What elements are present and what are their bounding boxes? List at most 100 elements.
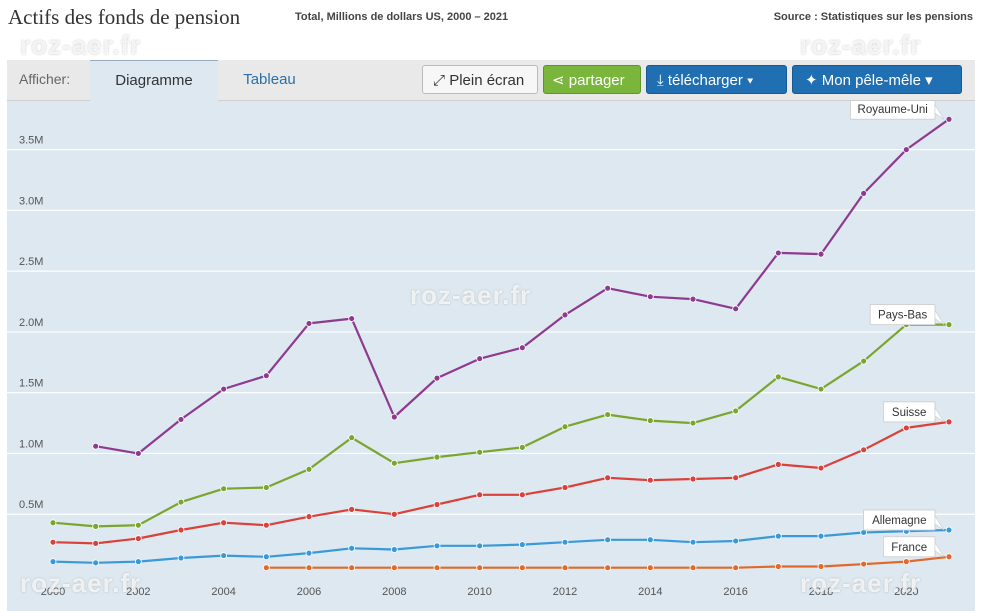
data-point [646,536,654,544]
data-point [518,541,526,549]
data-point [689,538,697,546]
share-icon: ⋖ [552,72,565,89]
data-point [817,385,825,393]
data-point [860,189,868,197]
data-point [604,474,612,482]
data-point [305,465,313,473]
page-title: Actifs des fonds de pension [8,5,241,29]
data-point [134,521,142,529]
data-point [860,560,868,568]
data-point [774,563,782,570]
label-pointer [934,406,945,423]
x-tick-label: 2004 [211,586,235,598]
data-point [646,417,654,425]
y-tick-label: 2.0M [19,317,43,329]
data-point [561,538,569,546]
data-point [604,564,612,572]
data-point [817,532,825,540]
data-point [390,564,398,572]
data-point [305,513,313,521]
series-label-royaume_uni: Royaume-Uni [850,98,945,120]
data-point [774,249,782,257]
x-tick-label: 2020 [894,586,918,598]
data-point [348,315,356,322]
data-point [433,501,441,508]
data-point [476,542,484,550]
y-tick-label: 1.5M [19,378,43,390]
watermark: roz-aer.fr [800,30,922,60]
data-point [774,373,782,381]
data-point [433,374,441,382]
share-button[interactable]: ⋖ partager [543,65,641,94]
data-point [177,498,185,506]
data-point [92,522,100,530]
data-point [518,564,526,572]
data-point [262,553,270,561]
data-point [390,546,398,553]
data-point [476,491,484,499]
x-tick-label: 2018 [809,586,833,598]
data-point [262,372,270,380]
label-pointer [934,104,945,120]
data-point [518,491,526,499]
data-point [220,485,228,493]
x-tick-label: 2012 [553,586,577,598]
data-point [433,542,441,550]
data-point [732,305,740,313]
series-line-suisse [52,420,950,545]
data-point [646,564,654,572]
data-point [433,453,441,461]
label-pointer [934,515,945,531]
series-name: Suisse [892,407,927,419]
data-point [689,419,697,427]
data-point [902,146,910,154]
data-point [49,538,57,546]
data-point [262,564,270,572]
data-point [49,558,57,566]
data-point [689,475,697,483]
data-point [902,558,910,566]
data-point [348,434,356,442]
data-point [476,355,484,363]
data-point [92,559,100,567]
series-label-allemagne: Allemagne [863,509,945,531]
series-label-suisse: Suisse [883,401,945,423]
series-name: Allemagne [872,515,926,527]
tab-diagramme[interactable]: Diagramme [90,60,218,101]
data-point [689,295,697,303]
data-point [518,443,526,451]
x-tick-label: 2010 [467,586,491,598]
source-note: Source : Statistiques sur les pensions [773,11,973,23]
data-point [732,537,740,545]
series-name: France [891,542,927,554]
tab-tableau[interactable]: Tableau [243,71,296,88]
data-point [220,385,228,393]
data-point [945,115,953,123]
data-point [433,564,441,572]
data-point [220,519,228,527]
download-icon: ⤓ [657,72,664,89]
chart-area: 0.5M 1.0M 1.5M 2.0M 2.5M 3.0M 3.5M 2000 2002 2004… [7,98,975,611]
data-point [518,344,526,352]
data-point [348,505,356,513]
data-point [390,413,398,421]
data-point [774,460,782,468]
data-point [305,549,313,557]
fullscreen-button[interactable]: ⤢ Plein écran [422,65,538,94]
expand-icon: ⤢ [433,72,446,89]
series-label-france: France [883,536,945,558]
pin-button[interactable]: ✦ Mon pêle-mêle ▾ [792,65,962,94]
x-tick-label: 2014 [638,586,662,598]
data-point [561,423,569,431]
data-point [134,450,142,457]
data-point [49,519,57,527]
data-point [604,536,612,544]
share-label: partager [568,72,625,89]
download-button[interactable]: ⤓ télécharger ▾ [646,65,787,94]
x-tick-label: 2006 [297,586,321,598]
series-name: Pays-Bas [878,310,927,322]
data-point [390,459,398,467]
chevron-down-icon: ▾ [747,72,754,89]
data-point [262,521,270,529]
data-point [92,539,100,547]
